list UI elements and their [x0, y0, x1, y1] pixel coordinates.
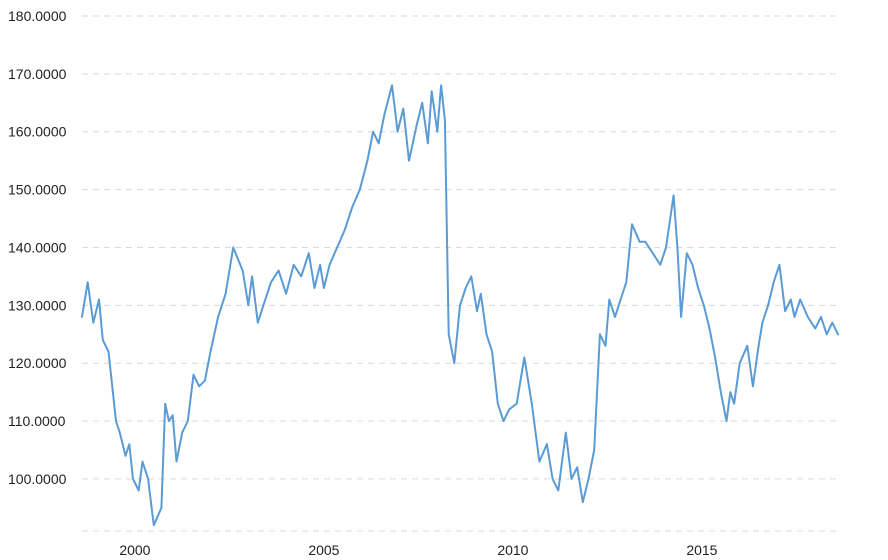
- y-tick-label: 150.0000: [8, 182, 67, 198]
- y-tick-label: 180.0000: [8, 8, 67, 24]
- x-tick-label: 2005: [308, 542, 339, 558]
- plot-area: [81, 84, 839, 527]
- x-tick-label: 2015: [686, 542, 717, 558]
- y-tick-label: 120.0000: [8, 355, 67, 371]
- x-tick-label: 2000: [119, 542, 150, 558]
- y-tick-label: 160.0000: [8, 124, 67, 140]
- gridlines: [82, 15, 838, 532]
- series-line: [81, 84, 839, 527]
- y-tick-label: 110.0000: [8, 413, 66, 429]
- y-axis-labels: 180.0000 170.0000 160.0000 150.0000 140.0000…: [8, 8, 67, 487]
- y-tick-label: 130.0000: [8, 297, 67, 313]
- x-tick-label: 2010: [497, 542, 528, 558]
- y-tick-label: 170.0000: [8, 66, 67, 82]
- x-axis-labels: 2000 2005 2010 2015: [119, 542, 717, 558]
- y-tick-label: 100.0000: [8, 471, 67, 487]
- y-tick-label: 140.0000: [8, 239, 67, 255]
